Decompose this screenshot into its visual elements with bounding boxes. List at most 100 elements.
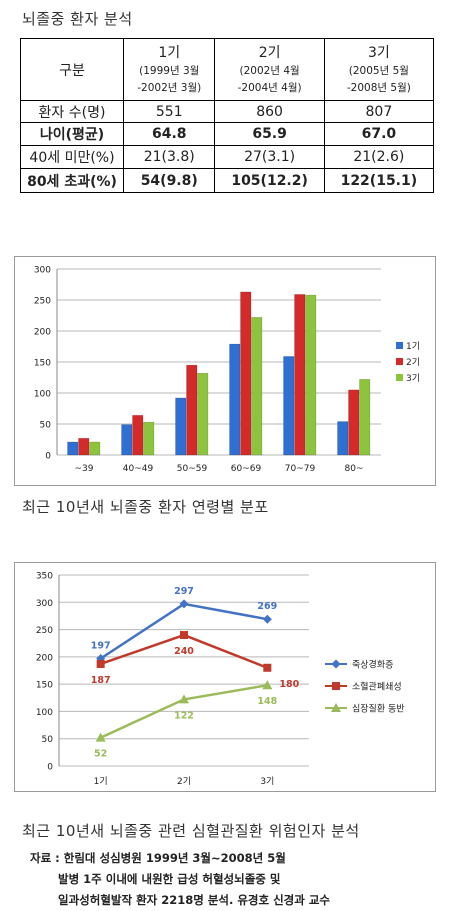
patient-stats-table: 구분 1기 (1999년 3월 -2002년 3월) 2기 (2002년 4월 … bbox=[20, 38, 435, 193]
x-tick-label: 50~59 bbox=[177, 464, 208, 474]
x-tick-label: 70~79 bbox=[285, 464, 316, 474]
data-point bbox=[331, 703, 341, 712]
period-range-start: (2005년 5월 bbox=[348, 64, 409, 77]
x-tick-label: 60~69 bbox=[231, 464, 262, 474]
data-label: 148 bbox=[257, 696, 277, 707]
data-point bbox=[96, 659, 105, 668]
period-range-start: (1999년 3월 bbox=[139, 64, 200, 77]
table-header-row: 구분 1기 (1999년 3월 -2002년 3월) 2기 (2002년 4월 … bbox=[20, 38, 435, 101]
period-range-end: -2008년 5월) bbox=[346, 81, 411, 94]
legend-swatch bbox=[396, 358, 403, 365]
data-point bbox=[179, 599, 189, 609]
table-heading: 뇌졸중 환자 분석 bbox=[22, 10, 133, 28]
row-value: 64.8 bbox=[122, 122, 216, 146]
bar bbox=[229, 343, 241, 456]
header-period-2: 2기 (2002년 4월 -2004년 4월) bbox=[214, 38, 325, 101]
row-value: 807 bbox=[323, 100, 435, 123]
y-tick-label: 150 bbox=[36, 681, 53, 691]
data-label: 240 bbox=[174, 646, 194, 657]
bar bbox=[305, 294, 317, 456]
data-point bbox=[331, 659, 341, 669]
data-point bbox=[95, 732, 106, 742]
table-row: 환자 수(명) 551 860 807 bbox=[20, 100, 435, 123]
row-value: 105(12.2) bbox=[214, 168, 325, 193]
source-line-2: 발병 1주 이내에 내원한 급성 허혈성뇌졸중 및 bbox=[58, 872, 281, 886]
bar bbox=[175, 397, 187, 456]
y-tick-label: 250 bbox=[34, 297, 51, 307]
x-tick-label: 80~ bbox=[345, 464, 364, 474]
x-tick-label: ~39 bbox=[75, 464, 94, 474]
y-tick-label: 250 bbox=[36, 626, 53, 636]
row-value: 21(2.6) bbox=[323, 145, 435, 169]
y-tick-label: 350 bbox=[36, 572, 53, 582]
bar bbox=[337, 421, 349, 456]
y-tick-label: 100 bbox=[34, 390, 51, 400]
data-point bbox=[332, 682, 340, 690]
legend-label: 1기 bbox=[406, 341, 420, 352]
bar bbox=[186, 364, 198, 456]
source-line-1: 자료 : 한림대 성심병원 1999년 3월~2008년 5월 bbox=[30, 851, 286, 865]
bar-chart-svg: 0 50 100 150 200 250 300 ~39 40~49 50~59 60~69 70~7… bbox=[34, 266, 420, 475]
table-row: 80세 초과(%) 54(9.8) 105(12.2) 122(15.1) bbox=[20, 168, 435, 193]
bar bbox=[67, 441, 79, 456]
data-point bbox=[263, 663, 272, 672]
bar-chart-caption: 최근 10년새 뇌졸중 환자 연령별 분포 bbox=[22, 498, 269, 516]
header-period-1: 1기 (1999년 3월 -2002년 3월) bbox=[122, 38, 216, 101]
legend-swatch bbox=[396, 374, 403, 381]
row-label: 환자 수(명) bbox=[20, 100, 124, 123]
data-point bbox=[180, 631, 188, 640]
risk-factor-chart: 0 50 100 150 200 250 300 350 1기 2기 3기 197 297 269 죽상경화… bbox=[14, 562, 436, 792]
x-tick-label: 1기 bbox=[94, 776, 108, 787]
age-distribution-chart: 0 50 100 150 200 250 300 ~39 40~49 50~59 60~69 70~7… bbox=[14, 256, 436, 486]
y-tick-label: 150 bbox=[34, 359, 51, 369]
line-chart-caption: 최근 10년새 뇌졸중 관련 심혈관질환 위험인자 분석 bbox=[22, 822, 360, 840]
row-label: 나이(평균) bbox=[20, 122, 124, 146]
x-tick-label: 2기 bbox=[177, 776, 191, 787]
table-row: 나이(평균) 64.8 65.9 67.0 bbox=[20, 122, 435, 146]
data-label: 52 bbox=[94, 749, 107, 760]
line-chart-svg: 0 50 100 150 200 250 300 350 1기 2기 3기 197 297 269 죽상경화… bbox=[36, 572, 405, 788]
period-name: 3기 bbox=[367, 44, 390, 61]
data-label: 187 bbox=[91, 675, 111, 686]
row-label: 80세 초과(%) bbox=[20, 168, 124, 193]
row-value: 65.9 bbox=[214, 122, 325, 146]
data-label: 197 bbox=[91, 640, 111, 651]
legend-label: 2기 bbox=[406, 357, 420, 368]
y-tick-label: 300 bbox=[34, 266, 51, 276]
bar bbox=[240, 291, 252, 456]
table-row: 40세 미만(%) 21(3.8) 27(3.1) 21(2.6) bbox=[20, 145, 435, 169]
row-value: 27(3.1) bbox=[214, 145, 325, 169]
period-name: 1기 bbox=[158, 44, 181, 61]
bar bbox=[348, 389, 360, 456]
x-tick-label: 40~49 bbox=[123, 464, 154, 474]
data-point bbox=[179, 694, 189, 704]
row-value: 551 bbox=[122, 100, 216, 123]
legend-label: 3기 bbox=[406, 373, 420, 384]
bar bbox=[283, 356, 295, 456]
y-tick-label: 300 bbox=[36, 599, 53, 609]
y-tick-label: 200 bbox=[34, 328, 51, 338]
bar bbox=[359, 379, 371, 456]
source-line-3: 일과성허혈발작 환자 2218명 분석. 유경호 신경과 교수 bbox=[58, 893, 330, 907]
bar bbox=[89, 441, 101, 456]
bar bbox=[143, 421, 155, 456]
row-label: 40세 미만(%) bbox=[20, 145, 124, 169]
bar bbox=[294, 294, 306, 456]
y-tick-label: 0 bbox=[47, 763, 53, 773]
y-tick-label: 100 bbox=[36, 708, 53, 718]
x-tick-label: 3기 bbox=[260, 776, 274, 787]
bar bbox=[121, 424, 133, 456]
data-label: 269 bbox=[257, 601, 277, 612]
data-label: 122 bbox=[174, 710, 194, 721]
data-point bbox=[262, 680, 273, 690]
y-tick-label: 200 bbox=[36, 653, 53, 663]
header-period-3: 3기 (2005년 5월 -2008년 5월) bbox=[323, 38, 435, 101]
bar bbox=[197, 372, 209, 456]
y-tick-label: 50 bbox=[42, 735, 54, 745]
legend-label: 소혈관폐쇄성 bbox=[352, 681, 402, 693]
bar bbox=[78, 438, 90, 456]
row-value: 21(3.8) bbox=[122, 145, 216, 169]
period-name: 2기 bbox=[258, 44, 281, 61]
row-value: 122(15.1) bbox=[323, 168, 435, 193]
header-label: 구분 bbox=[20, 38, 124, 101]
